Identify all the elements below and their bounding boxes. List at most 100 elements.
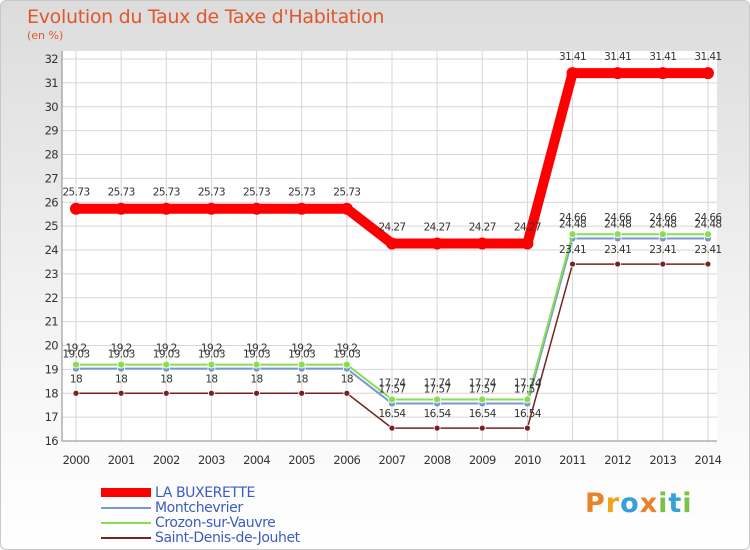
data-point xyxy=(658,230,667,239)
data-point xyxy=(160,202,173,215)
proxiti-logo: Proxiti xyxy=(585,488,693,519)
data-label: 17.74 xyxy=(469,377,497,389)
data-point xyxy=(297,360,306,369)
data-label: 24.48 xyxy=(559,219,586,231)
legend-label: Crozon-sur-Vauvre xyxy=(155,514,276,531)
data-label: 31.41 xyxy=(604,51,631,63)
data-point xyxy=(478,424,486,432)
data-label: 31.41 xyxy=(649,51,676,63)
data-label: 25.73 xyxy=(62,187,89,199)
data-label: 19.2 xyxy=(66,343,87,355)
data-point xyxy=(566,67,579,80)
data-label: 17.57 xyxy=(469,384,496,396)
y-axis-unit: (en %) xyxy=(27,29,64,42)
data-point xyxy=(343,389,351,397)
legend-label: Montchevrier xyxy=(155,499,243,516)
legend-item: Saint-Denis-de-Jouhet xyxy=(101,529,300,546)
data-point xyxy=(476,237,489,250)
data-point xyxy=(521,237,534,250)
data-point xyxy=(524,424,531,432)
data-point xyxy=(388,424,396,432)
data-point xyxy=(72,389,80,397)
y-tick-label: 32 xyxy=(45,52,59,66)
logo-letter: t xyxy=(668,488,683,519)
data-point xyxy=(704,260,712,268)
legend-label: Saint-Denis-de-Jouhet xyxy=(155,529,300,546)
data-label: 19.2 xyxy=(336,343,357,355)
data-label: 19.03 xyxy=(108,349,135,361)
data-point xyxy=(433,424,441,432)
data-label: 23.41 xyxy=(604,244,631,256)
data-label: 17.74 xyxy=(378,377,406,389)
data-label: 25.73 xyxy=(333,187,360,199)
data-label: 24.48 xyxy=(649,219,676,231)
data-point xyxy=(252,360,261,369)
data-point xyxy=(568,230,577,239)
data-label: 31.41 xyxy=(694,51,721,63)
data-point xyxy=(162,360,171,369)
y-tick-label: 23 xyxy=(45,267,59,281)
y-tick-label: 28 xyxy=(45,148,59,162)
x-tick-label: 2007 xyxy=(379,453,406,467)
data-label: 19.2 xyxy=(156,343,177,355)
legend-swatch xyxy=(101,488,151,497)
logo-letter: x xyxy=(639,488,659,519)
data-point xyxy=(162,389,170,397)
data-label: 19.2 xyxy=(111,343,132,355)
data-label: 18 xyxy=(205,373,217,385)
data-point xyxy=(205,202,218,215)
data-point xyxy=(70,202,82,215)
data-label: 18 xyxy=(70,373,82,385)
legend-item: Montchevrier xyxy=(101,499,300,516)
data-label: 17.74 xyxy=(424,377,452,389)
legend: LA BUXERETTE Montchevrier Crozon-sur-Vauvr… xyxy=(101,485,300,546)
data-label: 19.03 xyxy=(333,349,360,361)
x-tick-label: 2010 xyxy=(514,453,541,467)
data-point xyxy=(385,237,398,250)
data-point xyxy=(388,395,396,404)
y-tick-label: 24 xyxy=(45,243,59,257)
data-point xyxy=(478,395,487,404)
data-label: 17.57 xyxy=(424,384,451,396)
data-point xyxy=(611,67,624,80)
legend-swatch xyxy=(101,536,151,539)
chart-title: Evolution du Taux de Taxe d'Habitation xyxy=(27,6,385,28)
data-point xyxy=(72,360,80,369)
y-tick-label: 18 xyxy=(45,386,59,400)
logo-letter: i xyxy=(682,488,693,519)
y-tick-label: 29 xyxy=(45,124,59,138)
data-label: 18 xyxy=(115,373,127,385)
data-point xyxy=(115,202,128,215)
data-label: 19.03 xyxy=(288,349,315,361)
data-point xyxy=(433,395,442,404)
data-point xyxy=(613,230,622,239)
data-point xyxy=(701,67,714,80)
y-tick-label: 21 xyxy=(45,315,59,329)
y-tick-label: 30 xyxy=(45,100,59,114)
data-label: 19.03 xyxy=(62,349,89,361)
data-label: 19.03 xyxy=(243,349,270,361)
legend-swatch xyxy=(101,506,151,509)
y-tick-label: 17 xyxy=(45,410,59,424)
data-label: 18 xyxy=(250,373,262,385)
data-label: 24.48 xyxy=(604,219,631,231)
data-point xyxy=(117,360,126,369)
y-tick-label: 26 xyxy=(45,195,59,209)
x-tick-label: 2013 xyxy=(649,453,676,467)
y-tick-label: 19 xyxy=(45,362,59,376)
data-label: 19.2 xyxy=(291,343,312,355)
y-tick-label: 22 xyxy=(45,291,59,305)
data-label: 24.66 xyxy=(694,212,722,224)
data-label: 24.66 xyxy=(559,212,587,224)
data-point xyxy=(569,260,576,268)
x-tick-label: 2004 xyxy=(243,453,270,467)
data-point xyxy=(207,360,216,369)
y-tick-label: 16 xyxy=(45,434,59,448)
data-label: 24.66 xyxy=(604,212,632,224)
data-label: 24.48 xyxy=(694,219,721,231)
x-tick-label: 2002 xyxy=(153,453,180,467)
data-point xyxy=(614,260,622,268)
x-tick-label: 2006 xyxy=(333,453,360,467)
